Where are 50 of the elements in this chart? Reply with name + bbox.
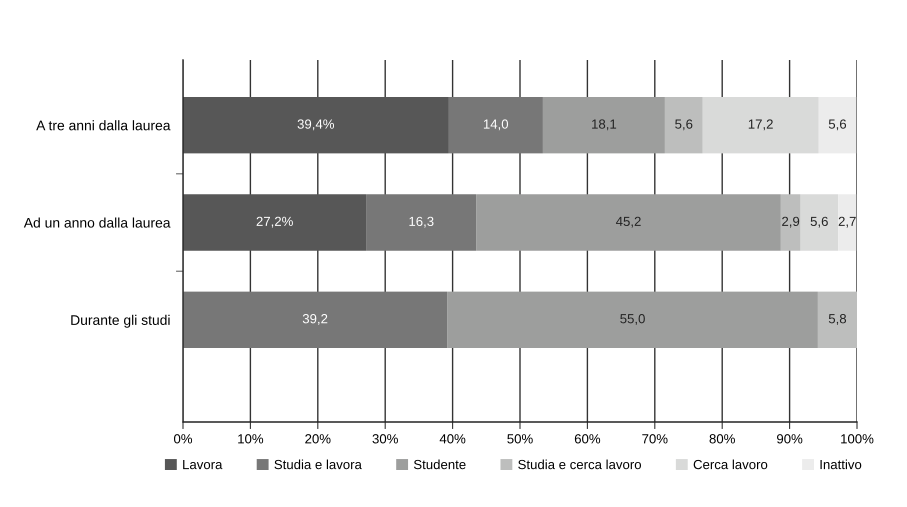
bar: [818, 96, 856, 154]
y-tick-label: A tre anni dalla laurea: [36, 120, 171, 130]
data-label: 55,0: [620, 314, 645, 325]
bar: [702, 96, 819, 154]
data-label: 39,2: [302, 314, 328, 325]
bar: [183, 194, 366, 251]
y-tick-label: Ad un anno dalla laurea: [24, 217, 171, 228]
data-label: 2,7: [838, 216, 856, 228]
data-label: 5,6: [675, 119, 692, 130]
y-tick-label: Durante gli studi: [71, 314, 170, 328]
data-label: 14,0: [484, 119, 508, 130]
data-label: 5,6: [810, 216, 828, 228]
x-tick-label: 50%: [507, 434, 533, 444]
data-label: 39,4%: [298, 119, 334, 130]
x-tick-label: 90%: [777, 434, 802, 444]
bar: [818, 292, 857, 348]
data-label: 45,2: [616, 216, 641, 228]
legend-label: Studia e cerca lavoro: [518, 460, 642, 470]
x-tick-label: 70%: [642, 434, 668, 444]
data-label: 2,9: [782, 216, 800, 228]
data-label: 18,1: [592, 119, 616, 130]
bar: [800, 194, 838, 251]
x-tick-label: 100%: [841, 434, 874, 444]
bar: [183, 292, 448, 348]
data-label: 5,8: [828, 314, 846, 325]
x-tick-label: 60%: [574, 434, 600, 444]
bar: [542, 96, 665, 154]
data-label: 27,2%: [256, 216, 293, 228]
data-label: 16,3: [409, 216, 434, 228]
x-tick-label: 30%: [372, 434, 398, 444]
data-label: 5,6: [828, 119, 846, 130]
legend-label: Cerca lavoro: [694, 460, 768, 470]
bar: [664, 96, 703, 154]
bar: [183, 96, 449, 154]
legend-label: Studente: [414, 460, 466, 470]
x-tick-label: 0%: [174, 434, 192, 444]
bar: [447, 292, 818, 348]
x-tick-label: 40%: [440, 434, 466, 444]
bar: [838, 194, 856, 251]
legend-label: Lavora: [183, 460, 222, 470]
bar: [780, 194, 800, 251]
legend-label: Inattivo: [820, 460, 862, 470]
bar: [448, 96, 543, 154]
legend-label: Studia e lavora: [274, 460, 362, 470]
bar: [476, 194, 781, 251]
x-tick-label: 80%: [710, 434, 735, 444]
bar: [366, 194, 476, 251]
data-label: 17,2: [748, 119, 773, 130]
x-tick-label: 10%: [238, 434, 264, 444]
x-tick-label: 20%: [305, 434, 331, 444]
